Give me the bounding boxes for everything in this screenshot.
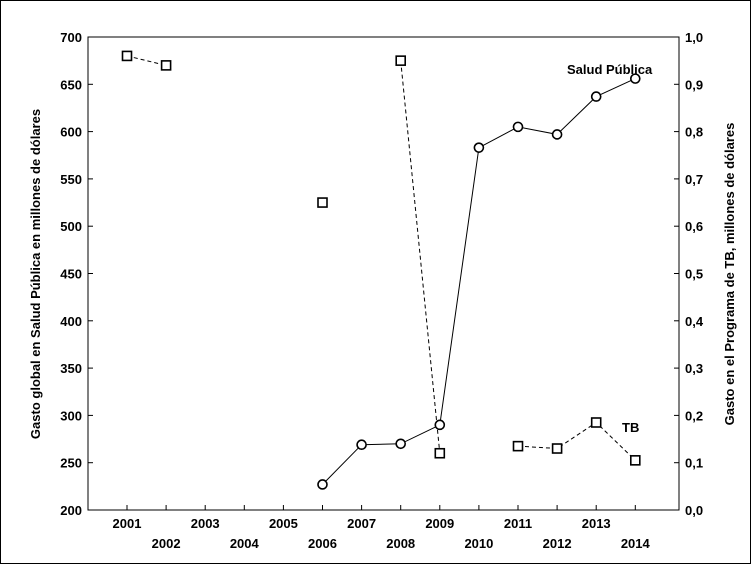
y-left-tick-label: 300 xyxy=(60,408,82,423)
y-axis-right-title: Gasto en el Programa de TB, millones de … xyxy=(722,123,737,426)
series-line-tb xyxy=(517,421,636,461)
y-left-tick-label: 350 xyxy=(60,361,82,376)
y-right-tick-label: 0,4 xyxy=(685,314,704,329)
x-tick-label-upper: 2007 xyxy=(347,516,376,531)
x-tick-label-lower: 2012 xyxy=(543,536,572,551)
y-left-tick-label: 550 xyxy=(60,172,82,187)
data-point-tb xyxy=(629,455,641,466)
data-point-tb xyxy=(160,60,172,71)
data-point-salud-p-blica xyxy=(317,479,328,490)
series-markers xyxy=(121,50,641,490)
y-left-tick-label: 250 xyxy=(60,456,82,471)
y-left-tick-label: 700 xyxy=(60,30,82,45)
x-tick-label-upper: 2005 xyxy=(269,516,298,531)
data-point-tb xyxy=(590,417,602,428)
axes-ticks: 200 250 300 350 400 450 500 550 600 650 700 0,0 0,1 0… xyxy=(60,30,704,551)
series-line-tb xyxy=(126,55,167,66)
data-point-salud-p-blica xyxy=(356,439,367,451)
y-right-tick-label: 0,6 xyxy=(685,219,703,234)
y-left-tick-label: 500 xyxy=(60,219,82,234)
data-point-tb xyxy=(434,447,446,459)
x-tick-label-lower: 2010 xyxy=(464,536,493,551)
y-right-tick-label: 0,5 xyxy=(685,267,703,282)
x-tick-label-upper: 2013 xyxy=(582,516,611,531)
series-line-salud-p-blica xyxy=(322,78,636,485)
data-point-tb xyxy=(395,55,407,66)
y-right-tick-label: 0,9 xyxy=(685,77,703,92)
y-right-tick-label: 0,0 xyxy=(685,503,703,518)
data-point-salud-p-blica xyxy=(629,73,641,84)
data-point-tb xyxy=(512,440,524,452)
data-point-tb xyxy=(121,50,133,62)
x-tick-label-lower: 2002 xyxy=(152,536,181,551)
y-right-tick-label: 0,7 xyxy=(685,172,703,187)
plot-area-border xyxy=(87,36,680,511)
y-left-tick-label: 200 xyxy=(60,503,82,518)
series-label-salud-publica: Salud Pública xyxy=(567,62,653,77)
x-tick-label-lower: 2004 xyxy=(230,536,260,551)
data-point-tb xyxy=(551,443,563,454)
series-lines xyxy=(126,55,636,485)
x-tick-label-lower: 2006 xyxy=(308,536,337,551)
y-left-tick-label: 600 xyxy=(60,125,82,140)
data-point-tb xyxy=(317,197,328,208)
y-left-tick-label: 650 xyxy=(60,77,82,92)
data-point-salud-p-blica xyxy=(395,438,407,450)
series-line-tb xyxy=(400,60,441,454)
data-point-salud-p-blica xyxy=(512,121,524,133)
y-right-tick-label: 0,2 xyxy=(685,408,703,423)
series-label-tb: TB xyxy=(622,420,639,435)
data-point-salud-p-blica xyxy=(590,91,602,102)
y-right-tick-label: 0,8 xyxy=(685,125,703,140)
y-right-tick-label: 0,1 xyxy=(685,456,703,471)
data-point-salud-p-blica xyxy=(551,129,563,140)
y-right-tick-label: 0,3 xyxy=(685,361,703,376)
y-right-tick-label: 1,0 xyxy=(685,30,703,45)
x-tick-label-upper: 2003 xyxy=(191,516,220,531)
labels: Gasto global en Salud Pública en millone… xyxy=(28,62,737,439)
x-tick-label-upper: 2009 xyxy=(425,516,454,531)
x-tick-label-lower: 2014 xyxy=(621,536,651,551)
data-point-salud-p-blica xyxy=(473,142,485,153)
x-tick-label-upper: 2001 xyxy=(113,516,142,531)
y-left-tick-label: 450 xyxy=(60,267,82,282)
x-tick-label-upper: 2011 xyxy=(504,516,532,531)
y-left-tick-label: 400 xyxy=(60,314,82,329)
x-tick-label-lower: 2008 xyxy=(386,536,415,551)
data-point-salud-p-blica xyxy=(434,419,446,431)
y-axis-left-title: Gasto global en Salud Pública en millone… xyxy=(28,109,43,439)
